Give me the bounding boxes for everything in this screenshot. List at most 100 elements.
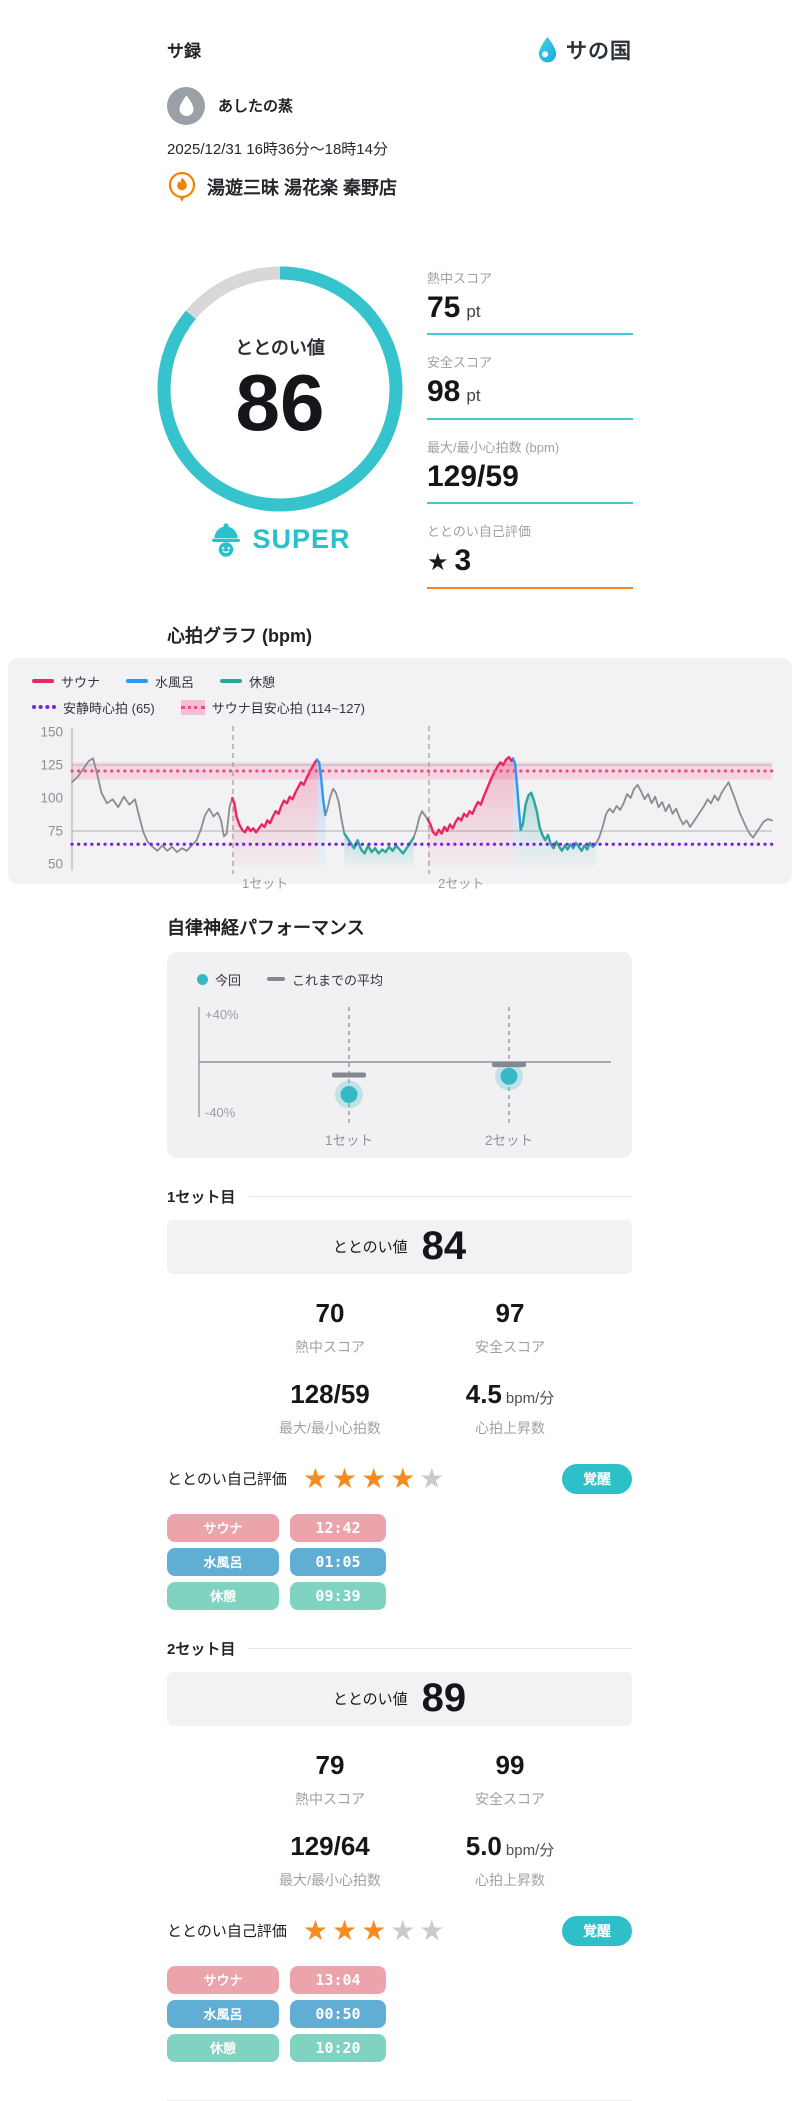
metric-value-row: 129/59: [427, 461, 633, 493]
stat-0: 70 熱中スコア: [240, 1298, 420, 1357]
stat-value: 4.5: [465, 1378, 502, 1409]
stat-0: 79 熱中スコア: [240, 1750, 420, 1809]
set2-heading: 2セット目: [167, 1640, 236, 1658]
svg-text:+40%: +40%: [205, 1007, 239, 1022]
star-4-empty[interactable]: ★: [390, 1914, 420, 1946]
star-5-empty[interactable]: ★: [419, 1462, 449, 1494]
duration-label-badge: 水風呂: [167, 1999, 279, 2028]
metric-label: 安全スコア: [427, 355, 493, 371]
stat-value-row: 70: [240, 1298, 420, 1329]
star-1-filled[interactable]: ★: [302, 1914, 332, 1946]
metric-value-row: 75 pt: [427, 292, 633, 324]
metric-value: 98: [427, 375, 461, 409]
legend-label: 安静時心拍 (65): [63, 700, 155, 716]
set2-star-rating[interactable]: ★★★★★: [302, 1914, 449, 1946]
metric-value: 3: [454, 544, 472, 578]
stat-label: 最大/最小心拍数: [279, 1871, 381, 1888]
stat-value-row: 5.0 bpm/分: [420, 1831, 600, 1862]
set2-durations: サウナ 13:04 水風呂 00:50 休憩 10:20: [167, 1965, 632, 2062]
legend-item: サウナ: [32, 672, 100, 691]
stat-value-row: 129/64: [240, 1831, 420, 1862]
stat-value: 99: [495, 1749, 525, 1780]
set2-totonoi-banner: ととのい値 89: [167, 1671, 632, 1726]
stat-value-row: 4.5 bpm/分: [420, 1379, 600, 1410]
metric-label: ととのい自己評価: [427, 524, 531, 540]
svg-text:75: 75: [48, 823, 63, 838]
dot-marker-icon: [197, 973, 208, 985]
stat-value: 128/59: [290, 1378, 370, 1409]
gauge-value: 86: [235, 357, 325, 447]
duration-label-badge: 休憩: [167, 2033, 279, 2062]
star-4-filled[interactable]: ★: [390, 1462, 420, 1494]
metric-unit: pt: [466, 301, 481, 321]
set1-rating-row: ととのい自己評価 ★★★★★ 覚醒: [167, 1462, 632, 1494]
set1-stats: 70 熱中スコア 97 安全スコア 128/59 最大/最小心拍数 4.5 bpm/分心拍上昇…: [240, 1298, 600, 1438]
set1-state-button[interactable]: 覚醒: [562, 1463, 632, 1494]
star-icon: ★: [427, 549, 449, 577]
hr-chart-card: サウナ 水風呂 休憩 安静時心拍 (65) サウナ目安心拍 (114~127) 1セット…: [8, 657, 792, 891]
page-title: サ録: [167, 42, 201, 62]
legend-swatch: [180, 699, 205, 715]
set1-star-rating[interactable]: ★★★★★: [302, 1462, 449, 1494]
set-section-2: 2セット目 ととのい値 89 79 熱中スコア 99 安全スコア 129/64 最大/最小…: [167, 1638, 632, 2062]
svg-text:150: 150: [40, 724, 63, 739]
stat-1: 99 安全スコア: [420, 1750, 600, 1809]
star-3-filled[interactable]: ★: [361, 1914, 391, 1946]
venue-row[interactable]: 湯遊三昧 湯花楽 秦野店: [167, 171, 632, 204]
stat-2: 129/64 最大/最小心拍数: [240, 1831, 420, 1890]
hr-legend-row-2: 安静時心拍 (65) サウナ目安心拍 (114~127): [32, 698, 776, 717]
stat-unit: bpm/分: [505, 1841, 555, 1859]
legend-label: 水風呂: [155, 674, 195, 690]
duration-time-badge: 00:50: [290, 1999, 386, 2028]
stat-value: 79: [315, 1749, 345, 1780]
svg-text:2セット: 2セット: [438, 876, 484, 891]
stat-value: 97: [495, 1297, 525, 1328]
star-5-empty[interactable]: ★: [419, 1914, 449, 1946]
duration-label-badge: 水風呂: [167, 1547, 279, 1576]
ans-chart-card: 今回 これまでの平均 +40% -40% 1セット 2セット: [167, 951, 632, 1158]
stat-value-row: 79: [240, 1750, 420, 1781]
legend-item: 水風呂: [126, 672, 194, 691]
totonoi-gauge-ring: [157, 266, 403, 512]
star-2-filled[interactable]: ★: [331, 1462, 362, 1494]
duration-label-badge: サウナ: [167, 1513, 279, 1542]
ans-chart-title: 自律神経パフォーマンス: [167, 917, 365, 938]
set1-totonoi-value: 84: [421, 1224, 467, 1269]
totonoi-gauge-block: ととのい値 86 SUPER: [157, 266, 403, 606]
stat-value: 129/64: [290, 1830, 370, 1861]
stat-value-row: 97: [420, 1298, 600, 1329]
legend-swatch: [32, 679, 54, 684]
stat-2: 128/59 最大/最小心拍数: [240, 1379, 420, 1438]
metric-item-3: ととのい自己評価 ★ 3: [427, 521, 633, 589]
duration-time-badge: 10:20: [290, 2033, 386, 2062]
metric-unit: pt: [466, 386, 481, 406]
venue-name: 湯遊三昧 湯花楽 秦野店: [207, 178, 398, 199]
stat-1: 97 安全スコア: [420, 1298, 600, 1357]
set2-stats: 79 熱中スコア 99 安全スコア 129/64 最大/最小心拍数 5.0 bpm/分 心拍上昇…: [240, 1750, 600, 1890]
legend-item: 休憩: [220, 672, 275, 691]
legend-swatch-line: [180, 705, 205, 709]
ans-chart: +40% -40% 1セット 2セット: [198, 1006, 611, 1148]
metric-label: 熱中スコア: [427, 270, 493, 286]
stat-label: 熱中スコア: [295, 1338, 365, 1355]
set2-state-button[interactable]: 覚醒: [562, 1915, 632, 1946]
duration-row: 休憩 09:39: [167, 1581, 632, 1610]
stat-label: 熱中スコア: [295, 1790, 365, 1807]
legend-item-resting-hr: 安静時心拍 (65): [32, 698, 155, 717]
metric-item-1: 安全スコア 98 pt: [427, 352, 633, 420]
gauge-label: ととのい値: [235, 337, 325, 358]
stat-label: 最大/最小心拍数: [279, 1419, 381, 1436]
duration-row: サウナ 13:04: [167, 1965, 632, 1994]
star-3-filled[interactable]: ★: [361, 1462, 391, 1494]
star-2-filled[interactable]: ★: [331, 1914, 362, 1946]
duration-row: 水風呂 00:50: [167, 1999, 632, 2028]
top-bar: サ録 サの国: [167, 0, 632, 74]
set1-heading: 1セット目: [167, 1188, 236, 1206]
star-1-filled[interactable]: ★: [302, 1462, 332, 1494]
duration-label-badge: サウナ: [167, 1965, 279, 1994]
stat-value: 5.0: [465, 1830, 502, 1861]
legend-swatch: [126, 679, 149, 684]
legend-swatch: [32, 705, 56, 710]
duration-time-badge: 12:42: [290, 1513, 386, 1542]
stat-label: 心拍上昇数: [475, 1419, 545, 1436]
